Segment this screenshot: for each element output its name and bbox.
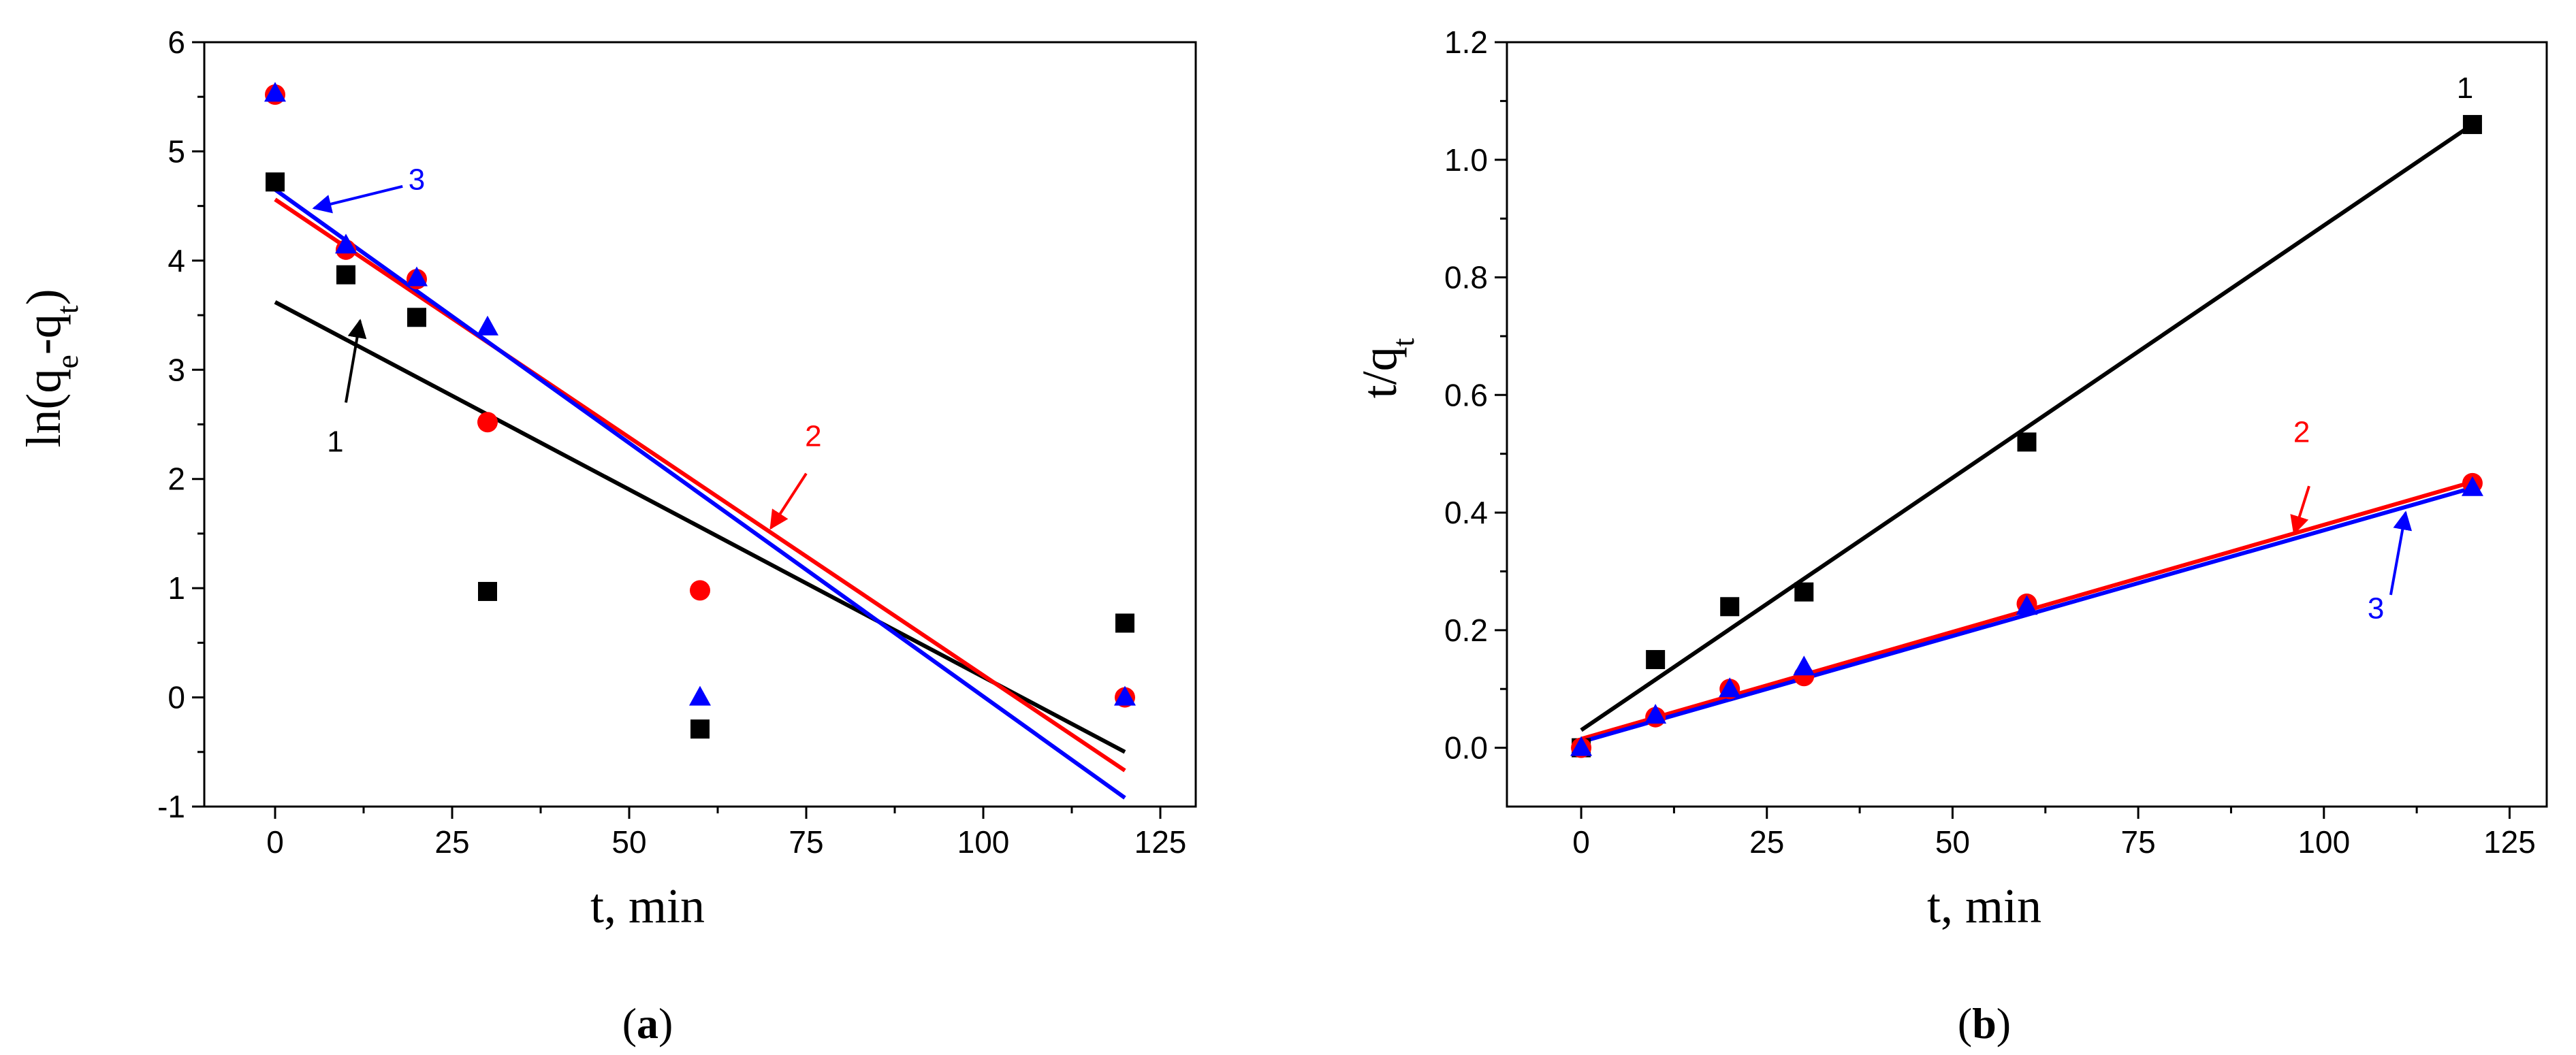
annotation-arrow-series-3-b <box>2389 510 2413 596</box>
point-series-3-b <box>1570 736 1593 756</box>
annotation-arrow-series-2-b <box>2290 485 2310 535</box>
point-series-3-a <box>1114 685 1136 706</box>
y-tick-label-b: 0.0 <box>1444 730 1488 766</box>
chart-panel-b: 0 25 50 75 100 125 0.0 0.2 0.4 0.6 0.8 1.0 1.2 1 2 3 t… <box>1352 25 2548 1048</box>
panel-label-a-letter: a <box>637 999 658 1048</box>
point-series-3-b <box>2461 476 2483 496</box>
x-tick-label-a: 125 <box>1134 824 1187 860</box>
x-tick-label-a: 100 <box>957 824 1010 860</box>
y-tick-label-a: 2 <box>168 461 185 497</box>
panel-label-b-close: ) <box>1997 999 2011 1048</box>
panel-label-a-close: ) <box>658 999 673 1048</box>
y-axis-title-b: t/qt <box>1352 338 1420 398</box>
point-series-2-a <box>477 412 498 433</box>
point-series-3-b <box>1644 704 1667 724</box>
point-series-1-b <box>2017 432 2037 452</box>
fit-line-series-3-a <box>274 188 1126 800</box>
y-tick-label-a: -1 <box>157 789 185 824</box>
y-tick-label-b: 1.2 <box>1444 25 1488 60</box>
y-tick-label-a: 0 <box>168 680 185 715</box>
y-tick-label-a: 4 <box>168 243 185 278</box>
y-tick-label-a: 6 <box>168 25 185 60</box>
annotation-label-series-3-a: 3 <box>409 163 425 197</box>
y-tick-label-a: 1 <box>168 570 185 606</box>
point-series-1-b <box>2462 114 2482 134</box>
point-series-1-a <box>690 719 710 739</box>
y-axis-title-a-sub1: e <box>50 355 84 368</box>
annotation-arrow-series-3-a <box>312 184 403 214</box>
y-tick-label-b: 0.4 <box>1444 495 1488 530</box>
panel-label-a-open: ( <box>622 999 637 1048</box>
x-tick-label-a: 50 <box>611 824 646 860</box>
point-series-3-a <box>477 315 498 336</box>
x-tick-label-b: 50 <box>1935 824 1970 860</box>
annotation-label-series-1-b: 1 <box>2457 71 2473 105</box>
chart-marks-a: 1 2 3 <box>264 82 1136 800</box>
plot-frame-a: 0 25 50 75 100 125 -1 0 1 2 3 4 5 6 <box>157 25 1197 860</box>
chart-marks-b: 1 2 3 <box>1570 71 2483 758</box>
point-series-2-a <box>690 580 710 601</box>
point-series-3-a <box>335 233 357 254</box>
annotation-label-series-3-b: 3 <box>2368 592 2384 626</box>
x-tick-label-b: 100 <box>2297 824 2350 860</box>
fit-line-series-3-b <box>1580 485 2473 744</box>
annotation-arrow-series-2-a <box>769 472 808 530</box>
plot-frame-b: 0 25 50 75 100 125 0.0 0.2 0.4 0.6 0.8 1.0 1.2 <box>1444 25 2548 860</box>
point-series-1-b <box>1720 597 1740 617</box>
panel-label-b: (b) <box>1958 999 2011 1048</box>
panel-label-a: (a) <box>622 999 673 1048</box>
x-tick-label-a: 25 <box>434 824 469 860</box>
annotation-label-series-2-a: 2 <box>805 420 821 453</box>
y-tick-label-b: 0.8 <box>1444 260 1488 295</box>
point-series-1-b <box>1794 582 1814 602</box>
x-tick-label-b: 125 <box>2483 824 2536 860</box>
y-axis-title-a-end: ) <box>16 289 71 305</box>
annotation-label-series-1-a: 1 <box>327 425 343 459</box>
point-series-1-a <box>407 308 426 327</box>
y-tick-label-b: 0.6 <box>1444 377 1488 412</box>
y-axis-title-a: ln(qe-qt) <box>16 289 84 447</box>
x-tick-label-b: 0 <box>1572 824 1590 860</box>
x-tick-label-b: 25 <box>1749 824 1784 860</box>
y-axis-title-a-main: ln(q <box>16 369 71 448</box>
annotation-arrow-series-1-a <box>345 319 367 403</box>
point-series-3-a <box>406 266 428 287</box>
y-axis-title-a-mid: -q <box>16 314 71 355</box>
y-tick-label-b: 0.2 <box>1444 613 1488 648</box>
point-series-3-a <box>689 685 711 706</box>
y-axis-title-b-sub1: t <box>1386 338 1420 346</box>
point-series-1-a <box>336 265 355 285</box>
x-axis-title-b: t, min <box>1927 879 2041 933</box>
point-series-3-b <box>1793 655 1815 676</box>
panel-label-b-open: ( <box>1958 999 1972 1048</box>
fit-line-series-1-b <box>1580 123 2474 732</box>
y-axis-title-b-main: t/q <box>1352 346 1407 398</box>
x-tick-label-b: 75 <box>2121 824 2156 860</box>
x-axis-title-a: t, min <box>590 879 705 933</box>
point-series-1-a <box>266 172 285 192</box>
annotation-label-series-2-b: 2 <box>2293 415 2310 449</box>
point-series-3-b <box>2016 595 2038 615</box>
panel-label-b-letter: b <box>1972 999 1997 1048</box>
chart-panel-a: 0 25 50 75 100 125 -1 0 1 2 3 4 5 6 1 2 3 t, min ln(qe-… <box>16 25 1197 1048</box>
y-tick-label-b: 1.0 <box>1444 142 1488 178</box>
x-tick-label-a: 0 <box>266 824 284 860</box>
x-tick-label-a: 75 <box>789 824 823 860</box>
y-axis-title-a-sub2: t <box>50 305 84 314</box>
point-series-3-a <box>264 82 286 102</box>
y-tick-label-a: 3 <box>168 352 185 387</box>
plot-border-b <box>1506 41 2548 808</box>
point-series-1-a <box>478 581 497 601</box>
y-tick-label-a: 5 <box>168 133 185 169</box>
point-series-1-a <box>1115 613 1134 633</box>
point-series-1-b <box>1646 650 1666 670</box>
point-series-3-b <box>1719 677 1741 698</box>
fit-line-series-2-a <box>274 197 1126 773</box>
